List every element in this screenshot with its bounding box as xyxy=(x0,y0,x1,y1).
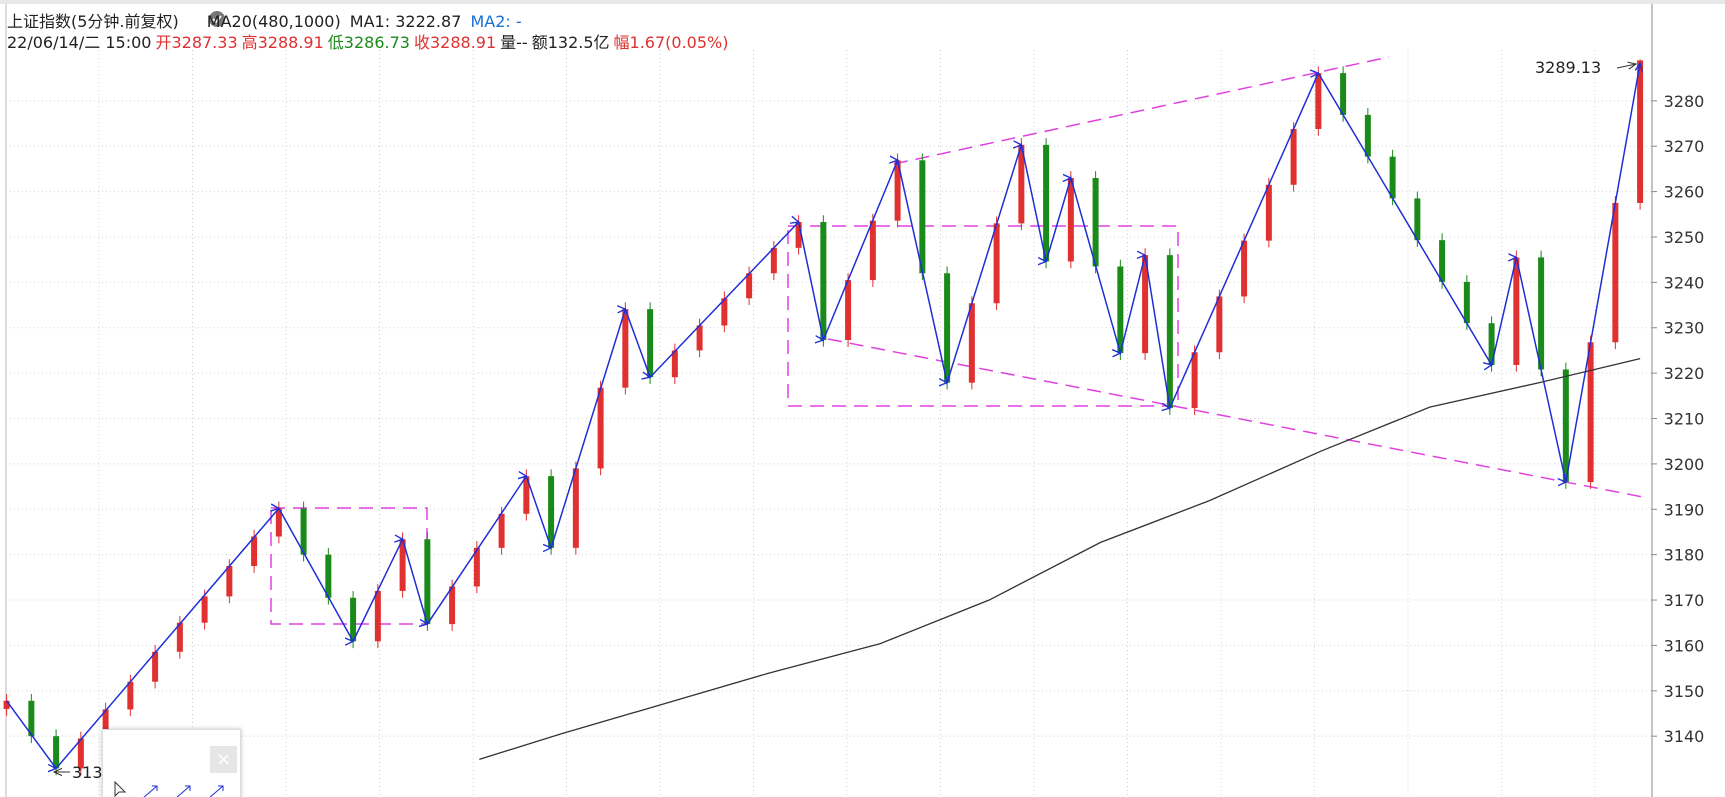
y-tick-label: 3260 xyxy=(1664,183,1705,202)
low-label: 313 xyxy=(72,763,103,782)
candle-body xyxy=(1439,240,1446,282)
candle-body xyxy=(1092,177,1099,267)
line-tool[interactable] xyxy=(143,785,158,797)
settings-icon-check xyxy=(212,15,222,24)
candle-body xyxy=(1241,240,1248,297)
candle-body xyxy=(1364,114,1371,157)
header-line-1: 上证指数(5分钟.前复权) MA20(480,1000) MA1: 3222.87… xyxy=(7,8,526,32)
y-tick-label: 3150 xyxy=(1664,682,1705,701)
candle-body xyxy=(597,387,604,469)
candle-body xyxy=(498,513,505,548)
ma-setting: MA20(480,1000) xyxy=(206,12,341,31)
change: 幅1.67(0.05%) xyxy=(613,33,729,52)
candle-body xyxy=(449,586,456,625)
candle-body xyxy=(1389,156,1396,199)
candle-body xyxy=(1067,177,1074,262)
candle-body xyxy=(919,160,926,274)
y-tick-label: 3230 xyxy=(1664,319,1705,338)
y-tick-label: 3280 xyxy=(1664,92,1705,111)
ma-line xyxy=(479,357,1641,760)
label-arrow xyxy=(1616,64,1636,68)
candle-body xyxy=(251,536,258,567)
candle-body xyxy=(1562,369,1569,483)
candle-body xyxy=(374,590,381,642)
ray-tool[interactable] xyxy=(176,785,191,797)
candle-body xyxy=(127,681,134,710)
date: 22/06/14/二 15:00 xyxy=(7,33,152,52)
ma1: MA1: 3222.87 xyxy=(349,12,462,31)
candle-body xyxy=(1513,257,1520,365)
high: 高3288.91 xyxy=(241,33,324,52)
volume: 量-- xyxy=(500,33,528,52)
candle-body xyxy=(1265,184,1272,241)
y-tick-label: 3170 xyxy=(1664,591,1705,610)
candle-body xyxy=(572,468,579,548)
ma2: MA2: - xyxy=(470,12,522,31)
candle-body xyxy=(1587,342,1594,483)
pointer-tool[interactable] xyxy=(114,780,127,797)
y-tick-label: 3210 xyxy=(1664,410,1705,429)
candle-body xyxy=(1216,296,1223,353)
y-tick-label: 3140 xyxy=(1664,727,1705,746)
candle-body xyxy=(350,597,357,642)
open: 开3287.33 xyxy=(155,33,238,52)
candle-body xyxy=(1637,60,1644,203)
candle-body xyxy=(1117,266,1124,354)
candle-body xyxy=(696,325,703,351)
candle-body xyxy=(944,273,951,383)
y-tick-label: 3200 xyxy=(1664,455,1705,474)
candle-body xyxy=(226,566,233,597)
candle-body xyxy=(1191,352,1198,409)
settings-icon[interactable] xyxy=(209,11,225,27)
candle-body xyxy=(820,222,827,340)
candle-body xyxy=(869,220,876,281)
arrow-tool[interactable] xyxy=(209,785,224,797)
y-tick-label: 3190 xyxy=(1664,500,1705,519)
candle-body xyxy=(201,596,208,623)
candle-body xyxy=(53,736,60,769)
candle-body xyxy=(770,247,777,274)
close: 收3288.91 xyxy=(413,33,497,52)
candle-body xyxy=(647,309,654,378)
candle-body xyxy=(1166,255,1173,409)
candle-body xyxy=(993,223,1000,304)
candle-body xyxy=(746,273,753,299)
candle-body xyxy=(325,554,332,598)
candle-body xyxy=(424,539,431,625)
candle-body xyxy=(548,476,555,548)
high-label: 3289.13 xyxy=(1535,58,1601,77)
candle-body xyxy=(845,280,852,340)
amount: 额132.5亿 xyxy=(531,33,610,52)
header-line-2: 22/06/14/二 15:00 开3287.33 高3288.91 低3286.73… xyxy=(7,29,732,53)
y-tick-label: 3240 xyxy=(1664,273,1705,292)
candle-body xyxy=(3,700,10,709)
candle-body xyxy=(1612,202,1619,343)
candle-body xyxy=(1538,257,1545,370)
y-tick-label: 3160 xyxy=(1664,636,1705,655)
candle-body xyxy=(622,309,629,388)
close-button[interactable]: × xyxy=(210,746,237,773)
y-tick-label: 3270 xyxy=(1664,137,1705,156)
zigzag-line xyxy=(5,63,1641,768)
candle-body xyxy=(1043,144,1050,262)
candle-body xyxy=(1414,198,1421,241)
candle-body xyxy=(1463,281,1470,324)
y-tick-label: 3220 xyxy=(1664,364,1705,383)
drawing-toolbox: × xyxy=(102,729,241,797)
candle-body xyxy=(1315,73,1322,129)
candle-body xyxy=(1340,73,1347,115)
y-tick-label: 3180 xyxy=(1664,546,1705,565)
index-name: 上证指数(5分钟.前复权) xyxy=(7,12,179,31)
candle-body xyxy=(1290,128,1297,185)
y-tick-label: 3250 xyxy=(1664,228,1705,247)
low: 低3286.73 xyxy=(327,33,410,52)
candle-body xyxy=(28,700,35,737)
candle-body xyxy=(968,303,975,383)
top-strip xyxy=(0,0,1725,4)
